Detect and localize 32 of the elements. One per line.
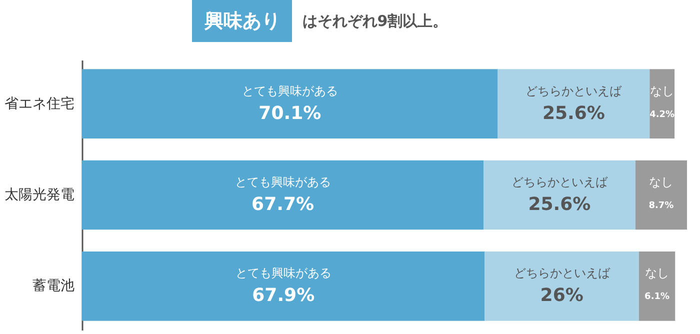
chart-title: 興味あり [192, 0, 292, 42]
text: とても興味がある [242, 84, 338, 98]
data-label: 26% [540, 285, 584, 306]
bar [484, 160, 636, 230]
bar [82, 160, 484, 230]
bar [635, 160, 687, 230]
series-label: とても興味がある [235, 266, 332, 280]
series-label: なし [650, 84, 674, 98]
y-tick-label: 蓄電池 [32, 278, 74, 294]
chart-subtitle: はそれぞれ9割以上。 [302, 12, 448, 30]
data-label: 8.7% [648, 201, 674, 211]
text: どちらかといえば [511, 175, 608, 189]
bar [498, 69, 650, 138]
bar [484, 252, 639, 321]
data-label: 67.9% [252, 285, 315, 306]
bar [82, 69, 498, 138]
data-label: 4.2% [650, 110, 675, 120]
data-label: 6.1% [644, 292, 670, 302]
data-label: 67.7% [252, 194, 314, 215]
data-label: 70.1% [258, 102, 322, 124]
data-label: 25.6% [528, 194, 591, 215]
series-label: どちらかといえば [514, 266, 611, 280]
bar [638, 252, 676, 321]
y-tick-label: 省エネ住宅 [4, 96, 74, 112]
text: なし [645, 266, 670, 280]
bar [650, 69, 675, 138]
data-label: 25.6% [542, 102, 605, 124]
text: どちらかといえば [526, 84, 622, 98]
text: なし [649, 175, 674, 189]
text: とても興味がある [234, 175, 331, 189]
y-tick-label: 太陽光発電 [4, 187, 74, 203]
bar [82, 252, 485, 321]
